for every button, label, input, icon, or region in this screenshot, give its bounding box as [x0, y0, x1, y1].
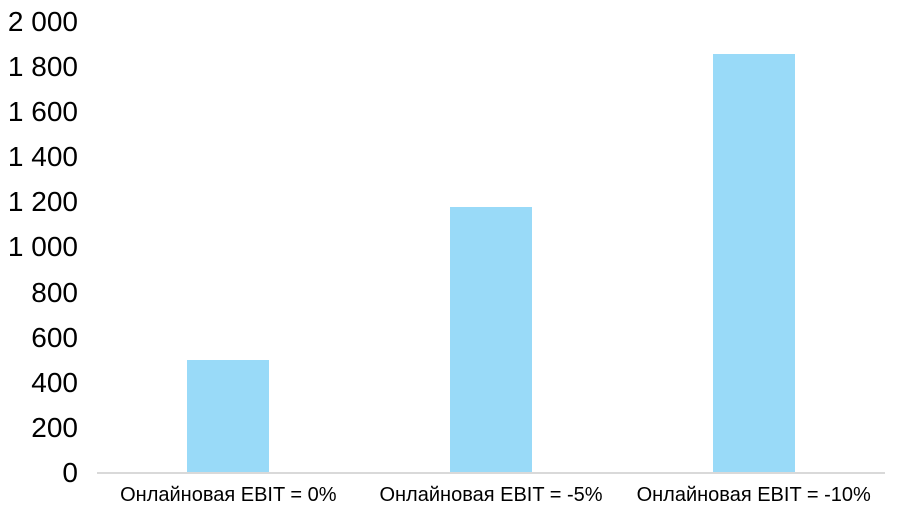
bar-ebit-0 [187, 360, 270, 473]
y-tick-label: 400 [31, 366, 78, 398]
y-tick-label: 1 000 [7, 231, 78, 263]
x-category-label-ebit-minus10: Онлайновая EBIT = -10% [636, 484, 871, 506]
x-axis-line [97, 472, 885, 474]
bar-ebit-minus10 [712, 53, 795, 473]
bar-slot-ebit-0 [97, 22, 360, 473]
plot-area [97, 22, 885, 474]
bar-slot-ebit-minus5 [360, 22, 623, 473]
x-category-label-ebit-minus5: Онлайновая EBIT = -5% [379, 484, 603, 506]
bar-slot-ebit-minus10 [622, 22, 885, 473]
x-category-label-ebit-0: Онлайновая EBIT = 0% [120, 484, 337, 506]
y-tick-label: 1 800 [7, 51, 78, 83]
y-axis: 2 000 1 800 1 600 1 400 1 200 1 000 800 … [0, 8, 78, 487]
y-tick-label: 1 600 [7, 96, 78, 128]
y-tick-label: 2 000 [7, 6, 78, 37]
y-tick-label: 0 [62, 456, 78, 488]
y-tick-label: 1 200 [7, 186, 78, 218]
bar-ebit-minus5 [450, 206, 532, 473]
y-tick-label: 1 400 [7, 141, 78, 173]
y-tick-label: 600 [31, 321, 78, 353]
y-tick-label: 200 [31, 411, 78, 443]
bar-slots [97, 22, 885, 473]
x-axis-labels: Онлайновая EBIT = 0% Онлайновая EBIT = -… [97, 483, 885, 507]
y-tick-label: 800 [31, 276, 78, 308]
